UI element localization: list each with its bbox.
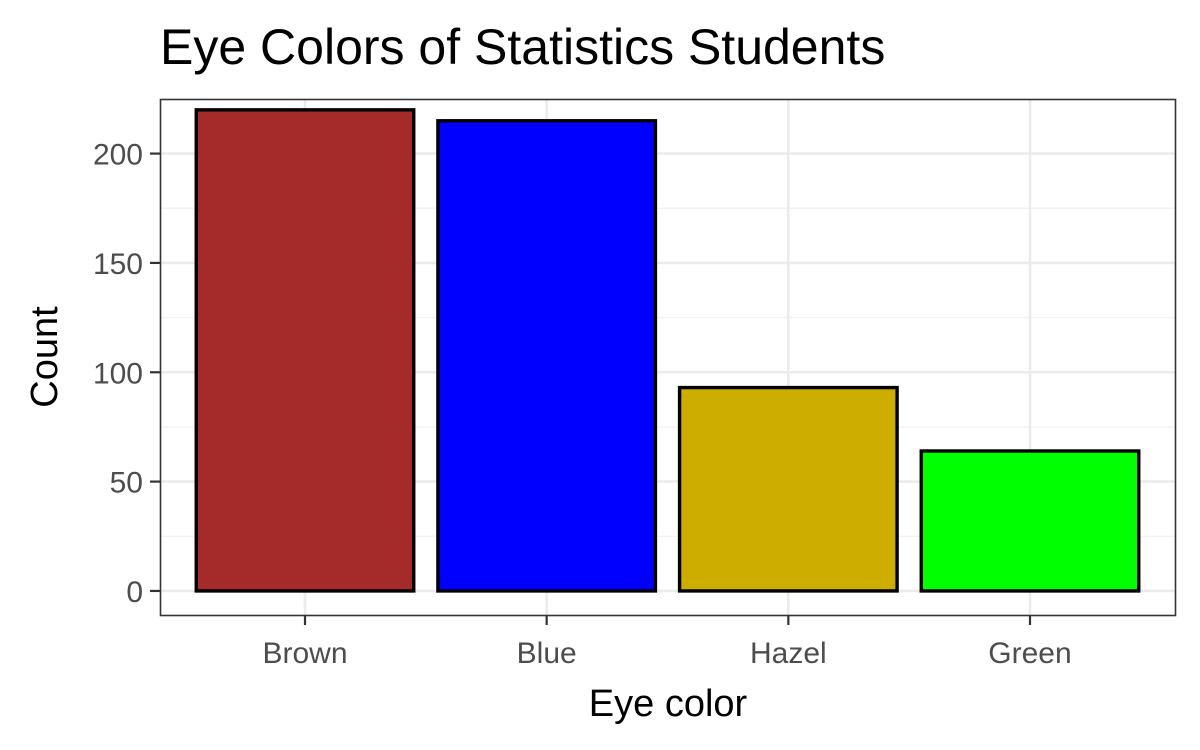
y-tick-label: 100 bbox=[93, 357, 143, 390]
y-tick-label: 200 bbox=[93, 139, 143, 172]
y-tick-label: 0 bbox=[126, 576, 143, 609]
bar-hazel bbox=[677, 385, 899, 593]
bars bbox=[194, 108, 1141, 593]
x-axis-title: Eye color bbox=[589, 683, 748, 725]
y-tick-label: 50 bbox=[110, 467, 143, 500]
chart-title: Eye Colors of Statistics Students bbox=[160, 19, 885, 75]
plot-panel-border bbox=[159, 98, 1177, 617]
bar-blue bbox=[436, 119, 658, 593]
x-tick-label: Blue bbox=[517, 637, 577, 670]
bar-green bbox=[919, 449, 1141, 593]
y-tick-label: 150 bbox=[93, 248, 143, 281]
bar-brown bbox=[194, 108, 416, 593]
y-axis: 0 50 100 150 200 bbox=[93, 139, 160, 609]
y-axis-title: Count bbox=[24, 306, 66, 408]
x-tick-label: Brown bbox=[262, 637, 347, 670]
x-tick-label: Hazel bbox=[750, 637, 827, 670]
x-tick-label: Green bbox=[988, 637, 1071, 670]
x-axis: Brown Blue Hazel Green bbox=[262, 615, 1072, 670]
